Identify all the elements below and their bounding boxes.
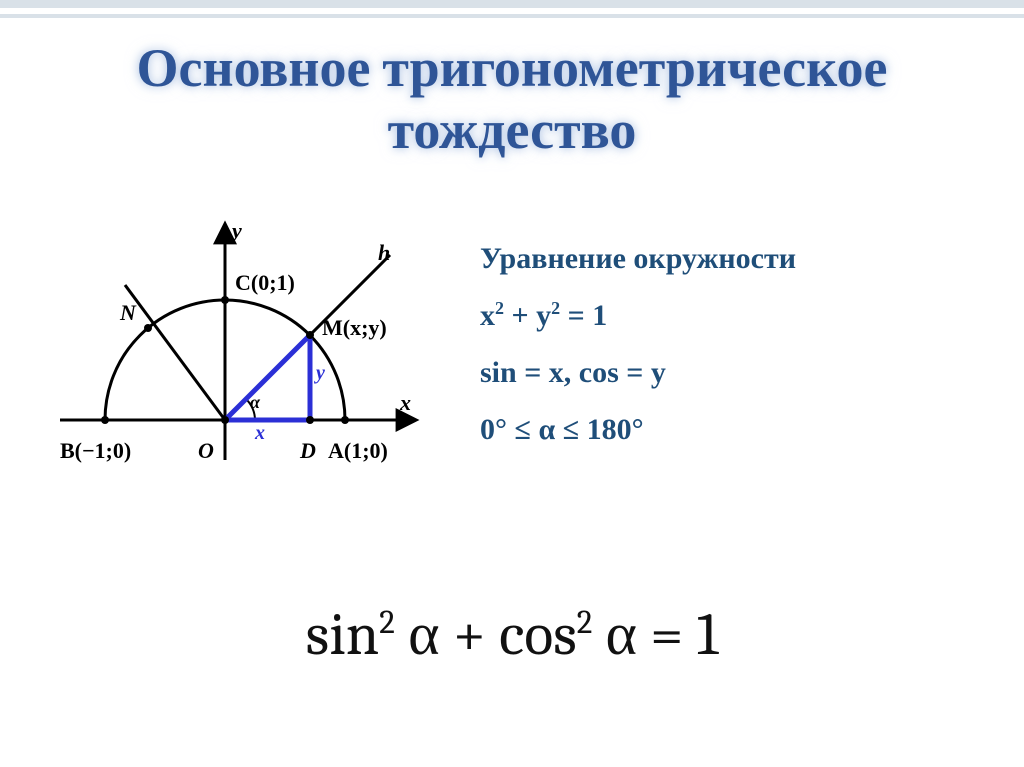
label-y-axis: y — [232, 218, 242, 244]
label-alpha: α — [250, 392, 260, 413]
label-C: C(0;1) — [235, 270, 295, 296]
title-line-1: Основное тригонометрическое — [137, 37, 888, 100]
label-A: A(1;0) — [328, 438, 388, 464]
label-x-axis: x — [400, 390, 411, 416]
label-x-seg: x — [255, 422, 265, 445]
label-N: N — [120, 300, 136, 326]
label-D: D — [300, 438, 316, 464]
slide-title: Основное тригонометрическое тождество — [0, 38, 1024, 162]
label-h-line: h — [378, 240, 390, 266]
eq-range: 0° ≤ α ≤ 180° — [480, 401, 796, 458]
unit-circle-diagram: y x h C(0;1) N M(x;y) B(−1;0) O D A(1;0)… — [50, 200, 430, 490]
eq-trig-assign: sin = x, cos = y — [480, 344, 796, 401]
label-y-seg: y — [316, 362, 325, 385]
label-B: B(−1;0) — [60, 438, 131, 464]
label-M: M(x;y) — [322, 315, 387, 341]
label-O: O — [198, 438, 214, 464]
eq-circle: x2 + y2 = 1 — [480, 287, 796, 344]
eq-heading: Уравнение окружности — [480, 230, 796, 287]
main-identity: sin2 α + cos2 α = 1 — [0, 600, 1024, 669]
title-line-2: тождество — [388, 99, 637, 162]
slide-top-border — [0, 0, 1024, 28]
equations-block: Уравнение окружности x2 + y2 = 1 sin = x… — [480, 230, 796, 458]
